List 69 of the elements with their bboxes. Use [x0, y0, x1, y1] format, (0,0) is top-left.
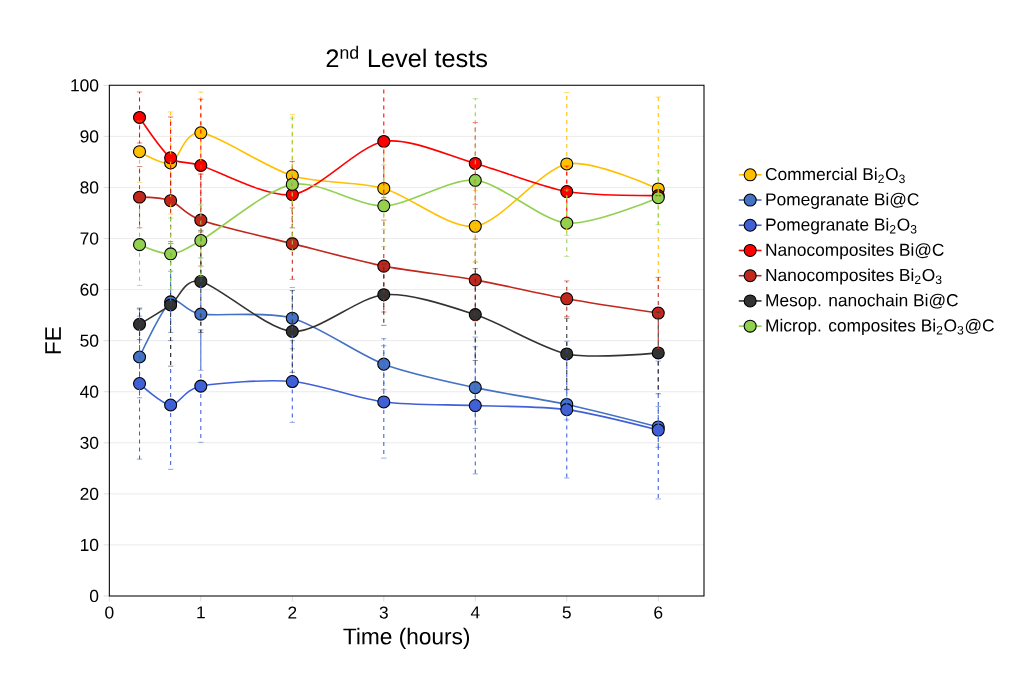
point [560, 216, 574, 230]
x-tick-label: 4 [470, 606, 480, 619]
y-tick-label: 50 [80, 334, 99, 347]
y-tick-label: 90 [80, 130, 99, 143]
y-tick-label: 20 [80, 487, 99, 500]
point [468, 381, 482, 395]
point [132, 317, 147, 331]
point [377, 288, 391, 302]
x-tick-label: 3 [379, 606, 388, 619]
point [468, 308, 482, 322]
point [377, 199, 391, 213]
x-tick-label: 2 [288, 606, 297, 619]
point [560, 403, 574, 417]
y-tick-label: 30 [80, 436, 99, 449]
x-axis-title: Time (hours) [343, 627, 470, 649]
point [285, 237, 299, 251]
legend-label: Microp. composites Bi$_{2}$O$_{3}$@C [766, 318, 994, 336]
y-tick-label: 100 [71, 79, 99, 92]
y-tick-label: 40 [80, 385, 99, 398]
point [285, 311, 299, 325]
point [164, 194, 178, 208]
y-tick-label: 70 [80, 232, 99, 245]
y-tick-label: 10 [80, 538, 99, 552]
legend-label: Pomegranate Bi@C [766, 192, 919, 209]
point [164, 247, 178, 261]
point [194, 379, 208, 393]
point [560, 347, 574, 361]
point [164, 398, 178, 412]
point [194, 126, 208, 140]
point [132, 145, 147, 159]
point [468, 219, 482, 233]
y-tick-label: 0 [89, 589, 99, 603]
point [194, 158, 208, 173]
x-tick-label: 6 [654, 606, 663, 619]
point [132, 377, 147, 391]
point [468, 398, 482, 413]
point [132, 238, 147, 252]
point [560, 157, 574, 171]
point [132, 110, 147, 125]
point [468, 273, 482, 287]
y-tick-label: 60 [80, 283, 99, 296]
point [194, 307, 208, 321]
x-tick-label: 0 [105, 606, 114, 619]
y-tick-label: 80 [80, 181, 99, 194]
x-tick-label: 1 [197, 606, 205, 619]
point [468, 173, 482, 187]
point [194, 234, 208, 248]
legend-label: Pomegranate Bi$_{2}$O$_{3}$ [766, 217, 917, 235]
point [560, 292, 574, 306]
y-axis-title: FE [45, 327, 61, 354]
point [285, 324, 299, 338]
point [285, 177, 299, 191]
point [377, 181, 391, 196]
legend-label: Nanocomposites Bi@C [766, 243, 944, 260]
point [377, 357, 391, 371]
legend-label: Mesop. nanochain Bi@C [766, 293, 958, 310]
point [377, 134, 391, 149]
legend-label: Nanocomposites Bi$_{2}$O$_{3}$ [766, 268, 942, 285]
legend-label: Commercial Bi$_{2}$O$_{3}$ [765, 167, 905, 184]
chart-title: 2$^{nd}$ Level tests [326, 45, 488, 68]
point [194, 274, 208, 288]
point [377, 395, 391, 409]
point [132, 190, 147, 204]
point [651, 346, 665, 360]
point [285, 374, 299, 389]
point [194, 213, 208, 227]
x-tick-label: 5 [562, 606, 571, 619]
point [468, 156, 482, 170]
point [132, 350, 147, 364]
